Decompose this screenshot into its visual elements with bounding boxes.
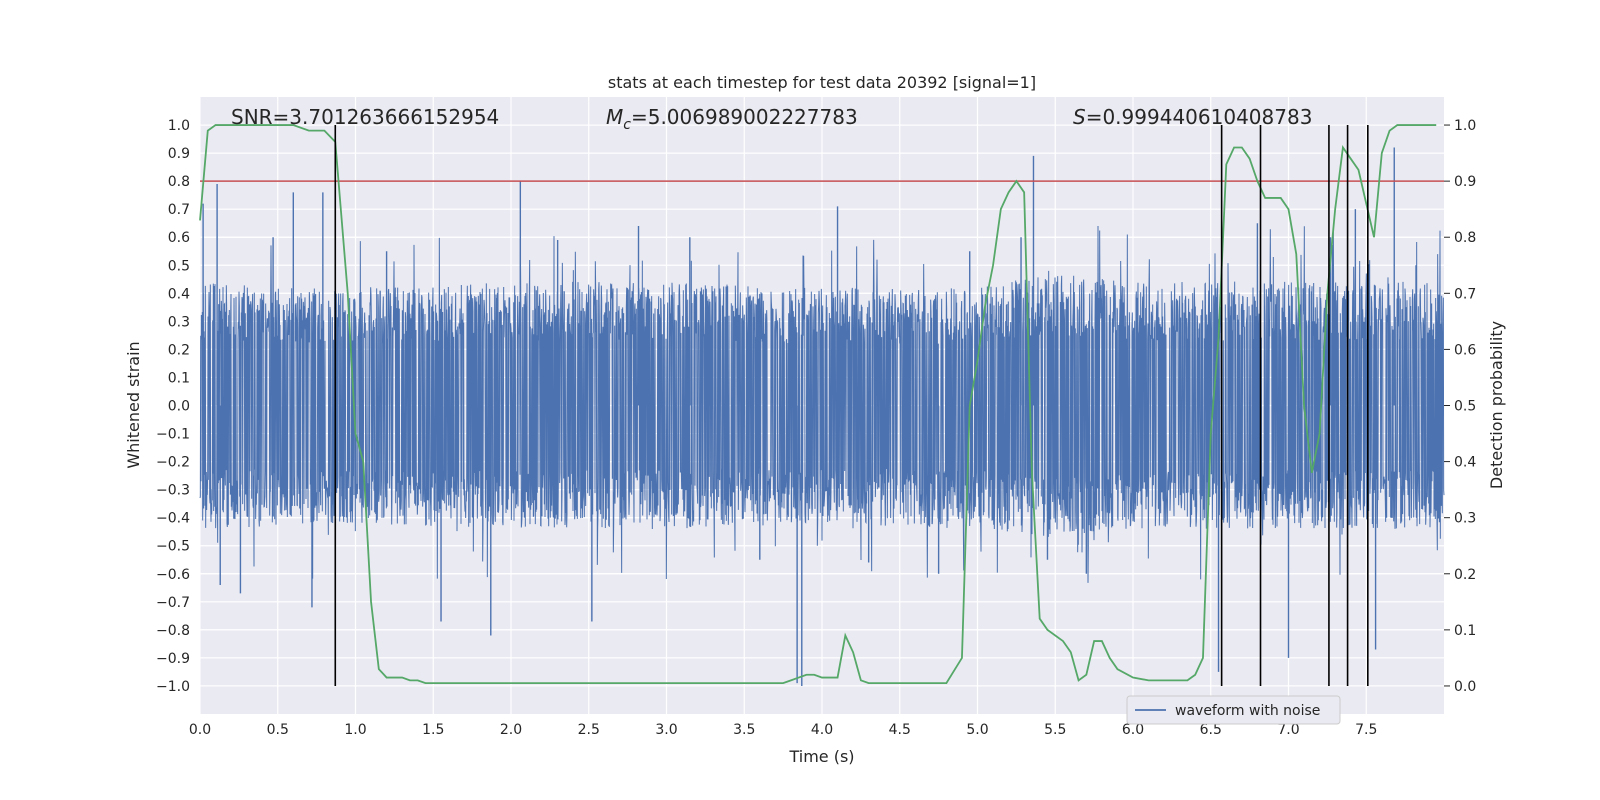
y-left-tick-label: 0.8 [168,174,190,190]
y-left-tick-label: 0.7 [168,202,190,218]
y-left-tick-label: −0.2 [156,455,190,471]
x-tick-label: 4.0 [811,722,833,738]
x-tick-label: 7.0 [1277,722,1299,738]
y-left-tick-label: −0.1 [156,427,190,443]
y-left-tick-label: −0.4 [156,511,190,527]
chirp-mass-subscript: c [623,117,631,133]
legend: waveform with noise [1126,695,1341,725]
x-tick-label: 0.0 [189,722,211,738]
y-left-tick-label: −1.0 [156,679,190,695]
snr-annotation: SNR=3.701263666152954 [231,105,499,129]
x-tick-label: 5.0 [966,722,988,738]
y-right-tick-label: 0.8 [1454,230,1476,246]
x-tick-label: 2.0 [500,722,522,738]
y-left-tick-label: −0.5 [156,539,190,555]
s-annotation: S=0.999440610408783 [1073,105,1312,129]
y-left-tick-label: 0.3 [168,314,190,330]
s-symbol: S [1073,105,1086,129]
x-tick-label: 1.0 [344,722,366,738]
s-value: =0.999440610408783 [1086,105,1313,129]
chirp-mass-value: =5.006989002227783 [631,105,858,129]
y-left-tick-label: 0.5 [168,258,190,274]
y-left-tick-label: 0.6 [168,230,190,246]
y-left-tick-label: −0.7 [156,595,190,611]
y-right-tick-label: 0.5 [1454,399,1476,415]
y-left-tick-label: −0.8 [156,623,190,639]
y-right-tick-label: 0.0 [1454,679,1476,695]
detection-probability-line [199,124,1437,685]
y-left-tick-label: −0.3 [156,483,190,499]
y-right-tick-label: 1.0 [1454,118,1476,134]
x-tick-label: 6.5 [1200,722,1222,738]
y-right-tick-label: 0.3 [1454,511,1476,527]
y-left-tick-label: 1.0 [168,118,190,134]
y-left-tick-label: −0.6 [156,567,190,583]
y-axis-label-left: Whitened strain [124,341,143,468]
legend-box [1126,695,1341,725]
y-left-tick-label: 0.0 [168,399,190,415]
y-right-tick-label: 0.6 [1454,342,1476,358]
y-left-tick-label: 0.9 [168,146,190,162]
y-right-tick-label: 0.9 [1454,174,1476,190]
waveform-noise-line [199,226,1445,583]
x-tick-label: 4.5 [889,722,911,738]
chart-title: stats at each timestep for test data 203… [608,73,1036,92]
chirp-mass-annotation: Mc=5.006989002227783 [606,105,858,133]
x-tick-label: 0.5 [267,722,289,738]
y-right-tick-label: 0.4 [1454,455,1476,471]
plot-area [199,124,1445,686]
x-tick-label: 1.5 [422,722,444,738]
x-tick-label: 5.5 [1044,722,1066,738]
x-tick-label: 3.5 [733,722,755,738]
ticks: 0.0 0.5 1.0 1.5 2.0 2.5 3.0 3.5 4.0 4.5 5.0 5.5 6.0 6… [156,118,1476,738]
x-tick-label: 2.5 [578,722,600,738]
y-right-tick-label: 0.2 [1454,567,1476,583]
x-tick-label: 7.5 [1355,722,1377,738]
y-right-tick-label: 0.7 [1454,286,1476,302]
y-axis-label-right: Detection probability [1487,321,1506,489]
y-left-tick-label: 0.4 [168,286,190,302]
x-tick-label: 6.0 [1122,722,1144,738]
x-axis-label: Time (s) [788,747,854,766]
legend-label-waveform: waveform with noise [1175,703,1320,719]
x-tick-label: 3.0 [655,722,677,738]
y-left-tick-label: −0.9 [156,651,190,667]
y-left-tick-label: 0.1 [168,370,190,386]
chirp-mass-symbol: M [606,105,623,129]
y-left-tick-label: 0.2 [168,342,190,358]
y-right-tick-label: 0.1 [1454,623,1476,639]
